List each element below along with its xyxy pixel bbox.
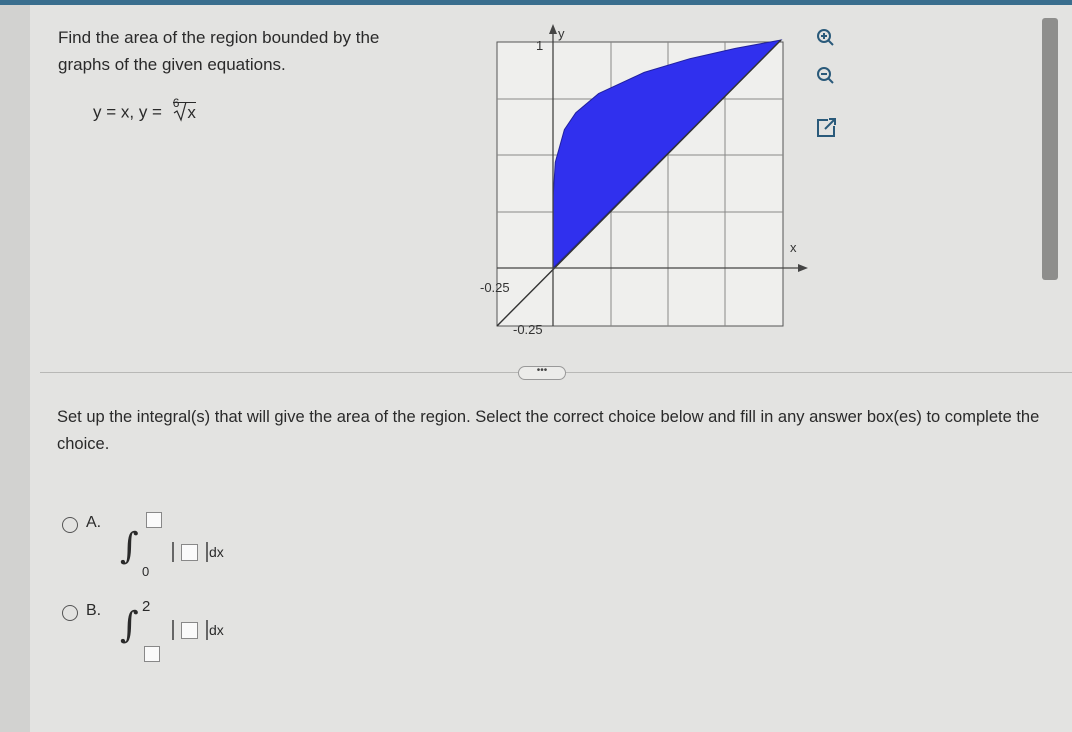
upper-limit: 2: [142, 598, 151, 615]
zoom-in[interactable]: [817, 29, 834, 46]
y-neg-tick-label: -0.25: [513, 322, 543, 337]
scrollbar-thumb[interactable]: [1042, 18, 1058, 280]
upper-limit-box[interactable]: [146, 512, 162, 528]
left-strip: [0, 5, 30, 732]
y-axis-label: y: [558, 26, 565, 41]
integrand-box[interactable]: [181, 544, 198, 561]
integral-sign: ∫: [120, 605, 139, 646]
equation-prefix: y = x, y =: [93, 102, 162, 122]
expand-button[interactable]: •••: [518, 366, 566, 380]
zoom-out[interactable]: [817, 67, 834, 84]
prompt: Find the area of the region bounded by t…: [58, 28, 380, 74]
lower-limit-box[interactable]: [144, 646, 160, 662]
integrand-bracket: [172, 542, 208, 562]
x-tick-label: -0.25: [480, 280, 510, 295]
radicand: x: [187, 102, 196, 122]
choice-letter: A.: [86, 514, 102, 531]
graph-tools: [817, 29, 836, 137]
open-external[interactable]: [817, 118, 836, 137]
choice-b: B. ∫ 2 dx: [60, 598, 360, 680]
radio-a[interactable]: [62, 517, 78, 533]
differential: dx: [209, 544, 224, 560]
axes: [497, 32, 800, 326]
integrand-box[interactable]: [181, 622, 198, 639]
lower-limit: 0: [142, 564, 150, 579]
radio-b[interactable]: [62, 605, 78, 621]
line-y-x: [496, 39, 782, 327]
radical: x: [173, 101, 196, 122]
choice-a: A. ∫ 0 dx: [60, 512, 360, 592]
root-index: 6: [172, 96, 180, 110]
choice-letter: B.: [86, 602, 102, 619]
integrand-bracket: [172, 620, 208, 640]
graph: y 1 x -0.25 -0.25: [480, 24, 808, 337]
top-bar: [0, 0, 1072, 5]
radical-sign: [174, 101, 187, 122]
x-axis-label: x: [790, 240, 797, 255]
differential: dx: [209, 622, 224, 638]
y-tick-label: 1: [536, 38, 543, 53]
instruction: Set up the integral(s) that will give th…: [57, 408, 1040, 453]
integral-sign: ∫: [120, 526, 139, 567]
